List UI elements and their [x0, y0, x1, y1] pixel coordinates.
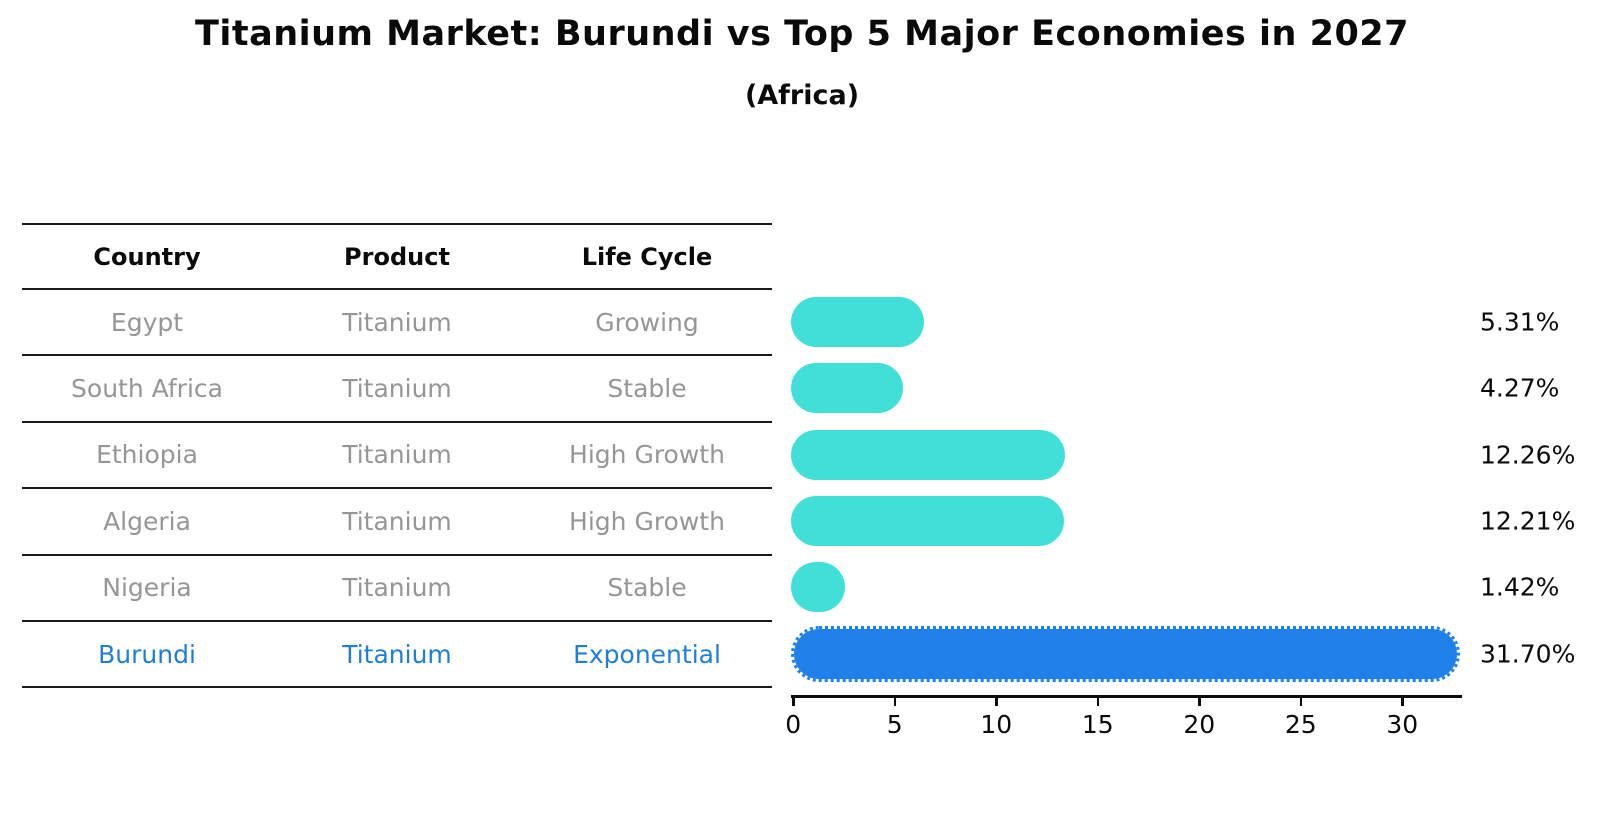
value-label-nigeria: 1.42%	[1480, 572, 1560, 602]
bar-egypt	[791, 297, 924, 347]
table-row-burundi: Burundi Titanium Exponential	[22, 622, 772, 689]
table-row-algeria: Algeria Titanium High Growth	[22, 489, 772, 556]
bar-burundi	[791, 625, 1460, 682]
bar-algeria	[791, 495, 1064, 546]
x-axis-tick-label: 20	[1183, 710, 1216, 739]
x-axis-tick-0: 0	[785, 697, 801, 739]
column-header-product: Product	[344, 242, 450, 271]
x-axis-tick-15: 15	[1082, 697, 1114, 739]
chart-subtitle: (Africa)	[744, 80, 860, 111]
cell-country: Ethiopia	[96, 440, 198, 470]
cell-product: Titanium	[342, 573, 452, 603]
value-label-egypt: 5.31%	[1480, 307, 1560, 337]
x-axis-line	[791, 695, 1462, 698]
cell-product: Titanium	[342, 440, 452, 470]
bar-ethiopia	[791, 429, 1065, 480]
x-axis-tick-5: 5	[887, 697, 903, 739]
x-axis-tick-20: 20	[1183, 697, 1215, 739]
cell-product: Titanium	[342, 307, 452, 337]
value-label-ethiopia: 12.26%	[1480, 440, 1576, 470]
column-header-country: Country	[93, 242, 201, 271]
x-axis-tick-label: 10	[980, 710, 1013, 739]
country-table: Country Product Life Cycle Egypt Titaniu…	[22, 223, 772, 689]
x-axis-tick-label: 25	[1284, 710, 1317, 739]
cell-country: Egypt	[110, 307, 184, 337]
x-axis-tick-label: 0	[785, 710, 802, 739]
cell-product: Titanium	[342, 506, 452, 536]
table-row-nigeria: Nigeria Titanium Stable	[22, 556, 772, 622]
x-axis-tick-10: 10	[980, 697, 1012, 739]
chart-title: Titanium Market: Burundi vs Top 5 Major …	[194, 14, 1410, 54]
cell-lifecycle: Stable	[607, 573, 687, 603]
x-axis-tick-label: 15	[1081, 710, 1114, 739]
cell-lifecycle: Exponential	[573, 639, 721, 669]
value-label-burundi: 31.70%	[1480, 639, 1576, 668]
cell-product: Titanium	[342, 639, 452, 669]
table-row-ethiopia: Ethiopia Titanium High Growth	[22, 423, 772, 490]
cell-lifecycle: Growing	[595, 307, 699, 337]
cell-country: South Africa	[71, 374, 223, 404]
table-row-south-africa: South Africa Titanium Stable	[22, 356, 772, 423]
x-axis-tick-30: 30	[1386, 697, 1418, 739]
cell-lifecycle: High Growth	[569, 506, 725, 536]
cell-lifecycle: High Growth	[569, 440, 725, 470]
column-header-lifecycle: Life Cycle	[581, 242, 713, 271]
cell-country: Algeria	[103, 506, 191, 536]
cell-product: Titanium	[342, 374, 452, 404]
value-label-algeria: 12.21%	[1480, 506, 1576, 536]
cell-lifecycle: Stable	[607, 374, 687, 404]
x-axis-tick-label: 5	[886, 710, 903, 739]
bar-south-africa	[791, 363, 903, 414]
cell-country: Burundi	[98, 639, 196, 669]
bar-nigeria	[791, 562, 845, 613]
x-axis-tick-label: 30	[1386, 710, 1419, 739]
cell-country: Nigeria	[102, 573, 192, 603]
table-row-egypt: Egypt Titanium Growing	[22, 290, 772, 357]
table-header-row: Country Product Life Cycle	[22, 225, 772, 290]
x-axis-tick-25: 25	[1285, 697, 1317, 739]
value-label-south-africa: 4.27%	[1480, 373, 1560, 403]
